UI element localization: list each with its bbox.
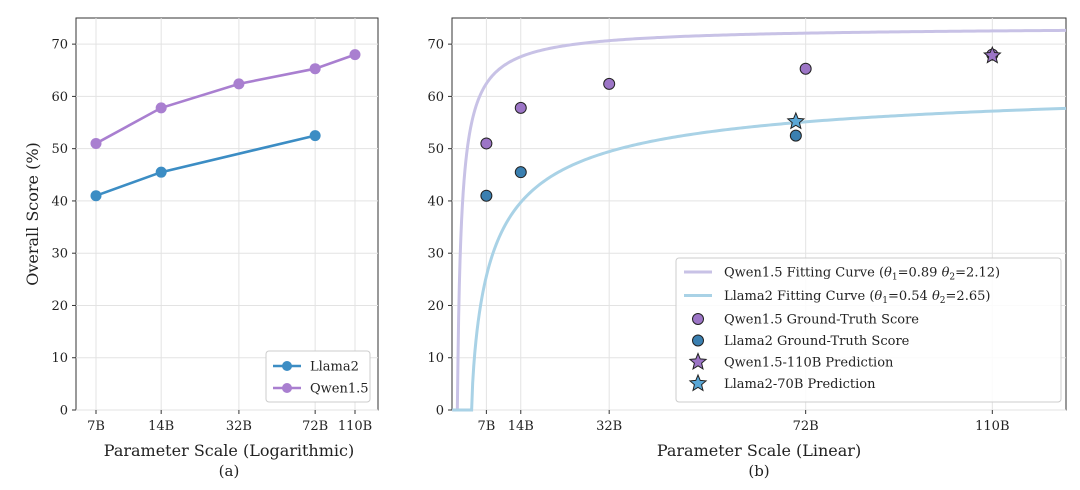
y-tick-label: 30 [51, 247, 68, 262]
panel-a: 0 10 20 30 40 50 60 70 7B 14B 32B 72B 110B Overall … [23, 17, 379, 480]
panel-b-legend: Qwen1.5 Fitting Curve (θ1=0.89 θ2=2.12) L… [675, 257, 1062, 403]
legend-point-label-3: Llama2-70B Prediction [724, 377, 876, 392]
x-tick-label: 72B [302, 419, 328, 434]
y-tick-label: 10 [51, 351, 68, 366]
panel-b-y-ticks: 0 10 20 30 40 50 60 70 [427, 38, 452, 419]
y-tick-label: 60 [51, 90, 68, 105]
panel-a-xlabel: Parameter Scale (Logarithmic) [104, 441, 354, 460]
panel-b-xlabel: Parameter Scale (Linear) [657, 441, 861, 460]
data-point-llama2 [90, 190, 102, 202]
panel-a-series [90, 49, 361, 202]
panel-a-ylabel: Overall Score (%) [23, 142, 42, 286]
y-tick-label: 40 [51, 194, 68, 209]
panel-b-caption: (b) [748, 462, 769, 480]
fitting-curve-1 [452, 106, 1067, 412]
prediction-star-2 [982, 45, 1002, 64]
ground-truth-point-0 [514, 101, 527, 114]
ground-truth-point-1 [480, 189, 493, 202]
data-point-qwen1.5 [90, 137, 102, 149]
data-point-qwen1.5 [233, 78, 245, 90]
fitting-curve-0 [452, 28, 1067, 412]
panel-a-legend: Llama2 Qwen1.5 [265, 350, 371, 403]
panel-a-x-ticks: 7B 14B 32B 72B 110B [87, 410, 372, 434]
data-point-qwen1.5 [349, 49, 361, 61]
legend-point-marker-0 [692, 313, 704, 325]
y-tick-label: 0 [436, 404, 444, 419]
panel-a-caption: (a) [219, 462, 240, 480]
ground-truth-point-1 [789, 129, 802, 142]
prediction-star-3 [786, 111, 806, 130]
ground-truth-point-0 [799, 62, 812, 75]
series-line-llama2 [95, 134, 316, 197]
data-point-qwen1.5 [309, 63, 321, 75]
ground-truth-point-0 [480, 137, 493, 150]
y-tick-label: 50 [51, 142, 68, 157]
legend-curve-label-0: Qwen1.5 Fitting Curve (θ1=0.89 θ2=2.12) [724, 266, 1000, 283]
y-tick-label: 20 [51, 299, 68, 314]
y-tick-label: 20 [427, 299, 444, 314]
ground-truth-point-0 [603, 77, 616, 90]
legend-curve-label-1: Llama2 Fitting Curve (θ1=0.54 θ2=2.65) [724, 289, 990, 306]
y-tick-label: 40 [427, 194, 444, 209]
y-tick-label: 0 [60, 404, 68, 419]
x-tick-label: 7B [87, 419, 105, 434]
legend-marker-qwen1.5 [282, 383, 292, 393]
data-point-llama2 [309, 130, 321, 142]
y-tick-label: 10 [427, 351, 444, 366]
x-tick-label: 72B [793, 419, 819, 434]
y-tick-label: 70 [51, 38, 68, 53]
panel-b-points [480, 45, 1002, 202]
ground-truth-point-1 [514, 166, 527, 179]
y-tick-label: 60 [427, 90, 444, 105]
panel-b: 0 10 20 30 40 50 60 70 7B 14B 32B 72B 110B Paramete… [427, 17, 1067, 480]
x-tick-label: 14B [148, 419, 174, 434]
legend-point-marker-1 [692, 334, 704, 347]
panel-b-curves [452, 28, 1067, 412]
legend-label-qwen1.5: Qwen1.5 [310, 382, 369, 397]
y-tick-label: 30 [427, 247, 444, 262]
legend-label-llama2: Llama2 [310, 360, 359, 375]
x-tick-label: 110B [338, 419, 372, 434]
panel-a-grid [76, 18, 378, 411]
x-tick-label: 32B [596, 419, 622, 434]
legend-point-label-1: Llama2 Ground-Truth Score [724, 334, 910, 349]
x-tick-label: 7B [477, 419, 495, 434]
legend-star-marker-3 [688, 373, 708, 392]
legend-star-marker-2 [688, 352, 708, 370]
panel-b-legend-box [675, 257, 1062, 403]
data-point-qwen1.5 [155, 102, 167, 114]
legend-point-label-2: Qwen1.5-110B Prediction [724, 356, 894, 371]
x-tick-label: 32B [226, 419, 252, 434]
x-tick-label: 110B [975, 419, 1009, 434]
legend-marker-llama2 [282, 361, 292, 371]
y-tick-label: 70 [427, 38, 444, 53]
data-point-llama2 [155, 166, 167, 178]
legend-point-label-0: Qwen1.5 Ground-Truth Score [724, 313, 919, 328]
panel-b-x-ticks: 7B 14B 32B 72B 110B [477, 410, 1010, 434]
x-tick-label: 14B [508, 419, 534, 434]
y-tick-label: 50 [427, 142, 444, 157]
panel-a-y-ticks: 0 10 20 30 40 50 60 70 [51, 38, 76, 419]
